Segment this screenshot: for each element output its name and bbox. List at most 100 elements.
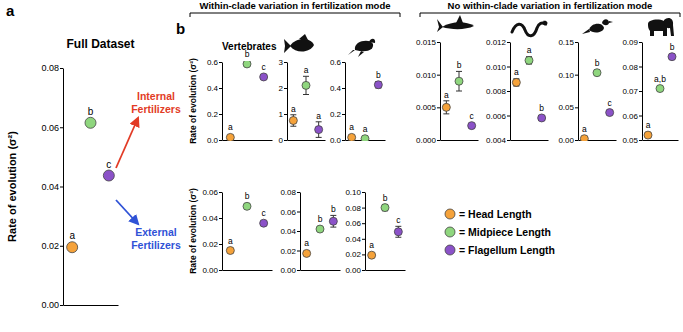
error-bar bbox=[513, 79, 519, 86]
y-tick: 0.004 bbox=[486, 136, 510, 145]
point bbox=[394, 228, 402, 236]
point bbox=[442, 103, 450, 111]
x-axis-line bbox=[223, 270, 273, 271]
y-tick-mark bbox=[342, 88, 345, 89]
annotation: a bbox=[363, 124, 368, 134]
point bbox=[606, 109, 614, 117]
y-tick: 0.04 bbox=[280, 227, 300, 236]
legend-swatch bbox=[445, 245, 455, 255]
y-tick-label: 0.02 bbox=[41, 241, 59, 251]
error-bar bbox=[330, 215, 336, 227]
annotation: a bbox=[514, 67, 519, 77]
error-bar-cap bbox=[443, 100, 449, 101]
annotation: b bbox=[88, 106, 94, 117]
icon-part bbox=[284, 39, 291, 53]
group-label: ExternalFertilizers bbox=[131, 226, 181, 251]
error-bar bbox=[382, 204, 388, 210]
y-tick-label: 0.04 bbox=[202, 214, 218, 223]
point bbox=[468, 122, 476, 130]
y-tick-mark bbox=[362, 208, 365, 209]
y-tick-label: 0.0 bbox=[207, 136, 219, 145]
annotation: b bbox=[539, 103, 544, 113]
annotation: b bbox=[318, 214, 323, 224]
y-tick-mark bbox=[507, 91, 510, 92]
y-tick-label: 0.4 bbox=[330, 84, 342, 93]
chart: 0.00.20.40.6aab bbox=[330, 58, 386, 145]
y-tick-mark bbox=[284, 140, 287, 141]
y-tick: 0.04 bbox=[202, 214, 222, 223]
chart: 0.00.20.40.6abcRate of evolution (σ²) bbox=[188, 49, 273, 145]
y-tick: 0.000 bbox=[416, 136, 440, 145]
y-tick: 0.08 bbox=[41, 63, 63, 73]
marks bbox=[442, 71, 475, 129]
y-axis: 0.0000.0050.0100.015 bbox=[416, 38, 441, 145]
annotation: a bbox=[228, 122, 233, 132]
icon-snake bbox=[512, 21, 547, 36]
chart: 0.000.020.040.060.08abcFull DatasetRate … bbox=[6, 37, 135, 310]
y-tick-label: 0.00 bbox=[202, 266, 218, 275]
y-tick: 0.2 bbox=[330, 110, 345, 119]
x-axis-line bbox=[511, 140, 549, 141]
annotation: a bbox=[304, 65, 309, 75]
y-tick: 3 bbox=[279, 58, 287, 67]
y-tick-mark bbox=[342, 140, 345, 141]
annotation: a bbox=[69, 230, 75, 241]
annotation: c bbox=[396, 215, 401, 225]
icon-part bbox=[512, 23, 545, 36]
error-bar-cap bbox=[316, 121, 322, 122]
point bbox=[381, 204, 389, 212]
annotation: a bbox=[444, 90, 449, 100]
annotation: a bbox=[316, 111, 321, 121]
y-axis: 0.0040.0060.0080.0100.012 bbox=[486, 38, 511, 145]
point bbox=[538, 114, 546, 122]
y-tick-mark bbox=[507, 42, 510, 43]
annotation: a bbox=[646, 120, 651, 130]
annotation: b bbox=[245, 49, 250, 59]
y-tick-mark bbox=[219, 192, 222, 193]
y-axis-line bbox=[222, 63, 223, 141]
legend: = Head Length= Midpiece Length= Flagellu… bbox=[445, 208, 555, 256]
y-tick-label: 0.005 bbox=[416, 103, 437, 112]
y-tick-mark bbox=[297, 212, 300, 213]
y-tick-label: 0.06 bbox=[41, 123, 59, 133]
y-tick: 0.00 bbox=[41, 300, 63, 310]
y-tick-mark bbox=[437, 140, 440, 141]
marks bbox=[512, 56, 545, 122]
chart: 0.000.020.040.06abcRate of evolution (σ²… bbox=[188, 188, 273, 275]
annotation: b bbox=[331, 204, 336, 214]
chart: 0.050.060.070.080.09aa,bb bbox=[622, 38, 678, 145]
marks bbox=[226, 61, 267, 141]
point bbox=[243, 202, 251, 210]
y-tick-mark bbox=[219, 140, 222, 141]
y-tick-mark bbox=[60, 187, 63, 188]
y-tick-label: 0.06 bbox=[345, 219, 361, 228]
chart: 0.000.020.040.060.08abb bbox=[280, 188, 340, 275]
y-tick: 0.08 bbox=[622, 63, 642, 72]
y-tick: 0.05 bbox=[622, 136, 642, 145]
y-axis: 0123 bbox=[279, 58, 288, 145]
y-tick-label: 0.2 bbox=[330, 110, 342, 119]
y-tick-label: 2 bbox=[279, 84, 284, 93]
point bbox=[103, 170, 114, 181]
y-tick-mark bbox=[639, 42, 642, 43]
y-tick-label: 0.06 bbox=[622, 112, 638, 121]
y-axis-title: Rate of evolution (σ²) bbox=[6, 131, 18, 242]
y-tick: 0.08 bbox=[345, 204, 365, 213]
icon-elephant bbox=[648, 18, 674, 36]
y-tick-label: 0.00 bbox=[345, 266, 361, 275]
y-tick-mark bbox=[219, 114, 222, 115]
x-axis-line bbox=[441, 140, 479, 141]
marks bbox=[644, 53, 676, 139]
header-bracket bbox=[420, 13, 680, 17]
annotation: c bbox=[262, 62, 267, 72]
annotation: c bbox=[608, 98, 613, 108]
icon-part bbox=[582, 29, 590, 34]
y-tick-label: 0.00 bbox=[280, 266, 296, 275]
x-axis bbox=[288, 140, 326, 142]
point bbox=[260, 219, 268, 227]
y-tick-mark bbox=[342, 62, 345, 63]
y-tick-label: 0.02 bbox=[345, 250, 361, 259]
error-bar-cap bbox=[290, 114, 296, 115]
y-tick: 0.09 bbox=[622, 38, 642, 47]
header: No within-clade variation in fertilizati… bbox=[448, 0, 653, 11]
